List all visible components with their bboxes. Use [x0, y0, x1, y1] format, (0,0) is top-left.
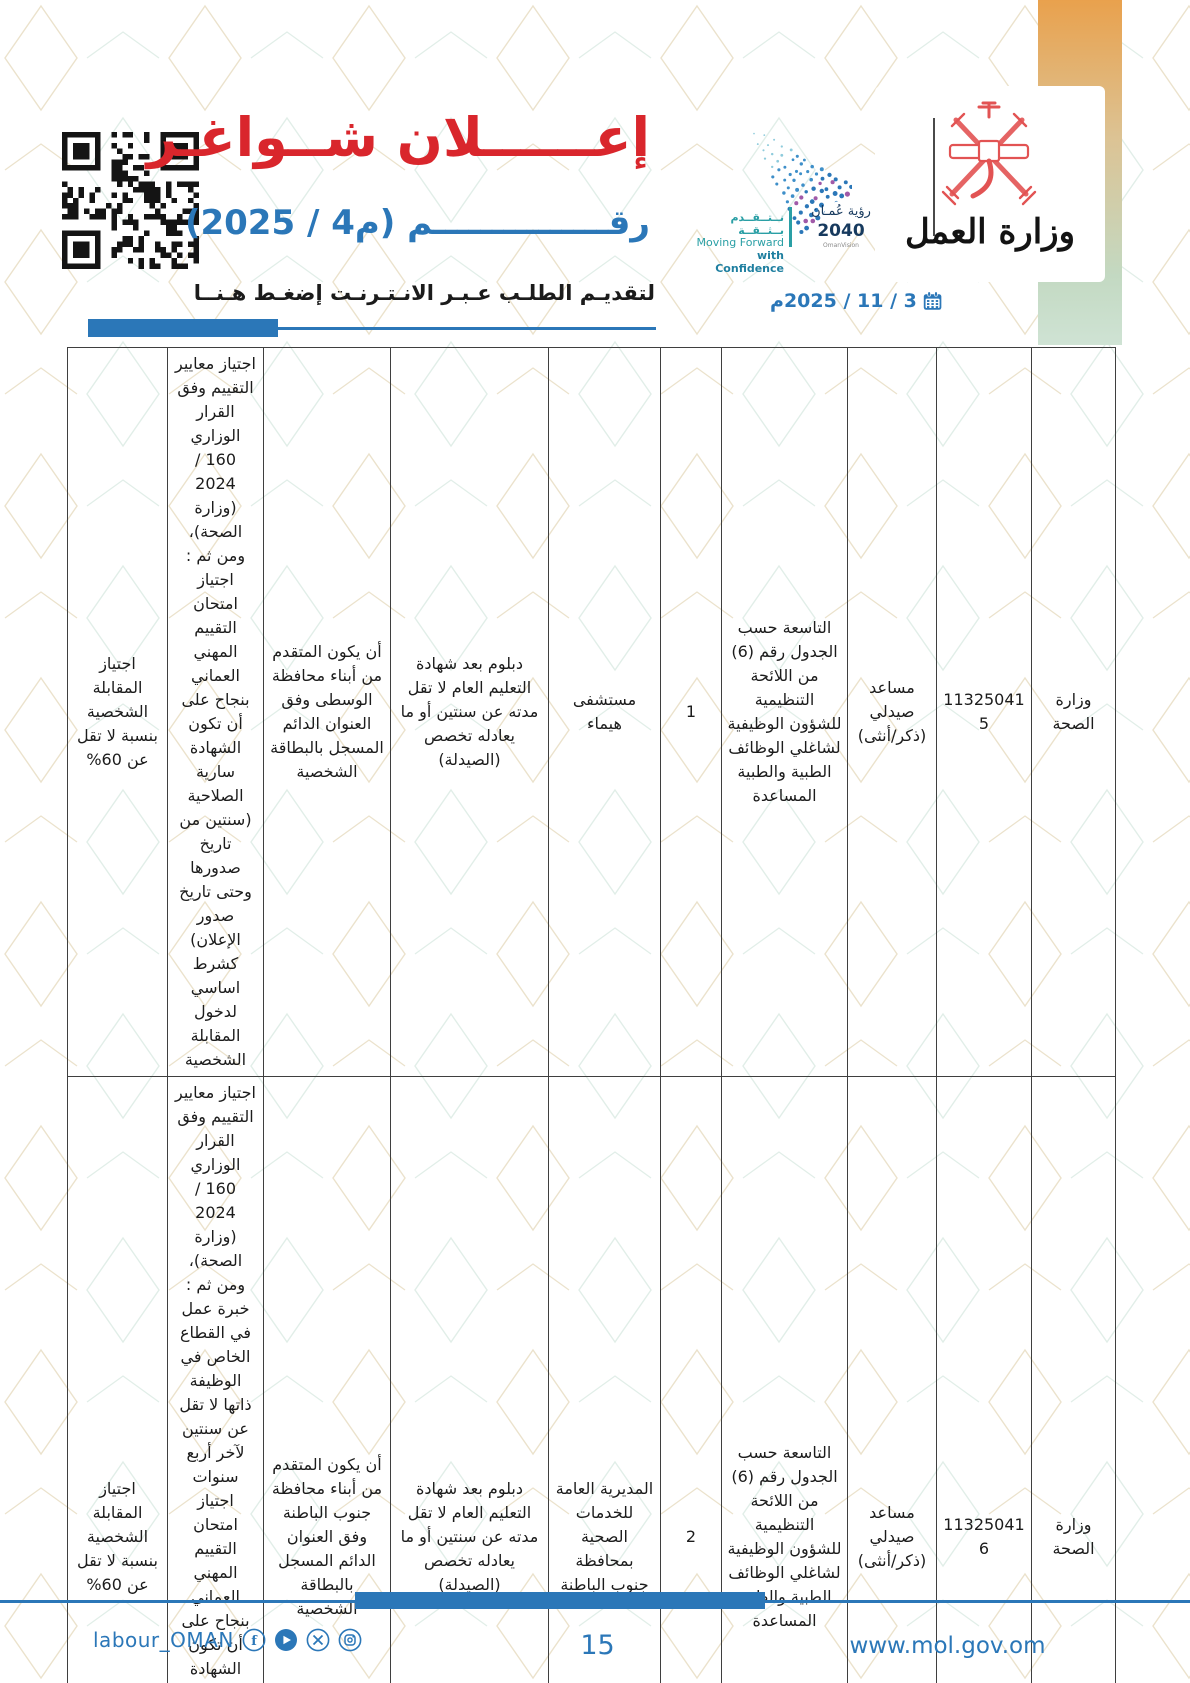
- cell-grade: التاسعة حسب الجدول رقم (6) من اللائحة ال…: [721, 1076, 848, 1683]
- oman-national-emblem-icon: [941, 101, 1037, 206]
- announcement-number: رقـــــــــــــــم (م4 / 2025): [184, 203, 650, 243]
- header-underline-bar: [88, 319, 278, 337]
- vision-tagline-en2: with Confidence: [715, 248, 784, 275]
- vision-separator-bar: [789, 207, 792, 247]
- x-twitter-icon[interactable]: [306, 1628, 330, 1652]
- vision-subtext: OmanVision: [823, 242, 859, 249]
- cell-interview: اجتياز المقابلة الشخصية بنسبة لا تقل عن …: [67, 1076, 168, 1683]
- apply-online-link[interactable]: لتقديـم الطلـب عـبـر الانـتـرنـت إضغـط ه…: [193, 281, 655, 305]
- social-row: labour_OMAN f: [93, 1628, 362, 1652]
- qr-code: [62, 132, 199, 269]
- page-title: إعــــــلان شــواغـر: [146, 106, 651, 169]
- cell-serial: 1: [660, 347, 722, 1077]
- announcement-date: 3 / 11 / 2025م: [770, 290, 917, 312]
- page-number: 15: [580, 1630, 615, 1661]
- cell-vacancy-number: 113250416: [936, 1076, 1032, 1683]
- vision-tagline-arabic: نــتــقــدم بــثــقــة: [730, 211, 784, 237]
- header-underline-rule: [276, 327, 656, 330]
- svg-text:f: f: [251, 1634, 258, 1649]
- vision-2040-swirl-icon: [753, 132, 852, 235]
- cell-location: المديرية العامة للخدمات الصحية بمحافظة ج…: [548, 1076, 661, 1683]
- table-row: وزارة الصحة 113250416 مساعد صيدلي (ذكر/أ…: [67, 1076, 1116, 1683]
- cell-citizenship: أن يكون المتقدم من أبناء محافظة الوسطى و…: [263, 347, 391, 1077]
- facebook-icon[interactable]: f: [242, 1628, 266, 1652]
- cell-interview: اجتياز المقابلة الشخصية بنسبة لا تقل عن …: [67, 347, 168, 1077]
- cell-grade: التاسعة حسب الجدول رقم (6) من اللائحة ال…: [721, 347, 848, 1077]
- cell-location: مستشفى هيماء: [548, 347, 661, 1077]
- cell-job-title: مساعد صيدلي (ذكر/أنثى): [847, 347, 937, 1077]
- cell-requirements: اجتياز معايير التقييم وفق القرار الوزاري…: [167, 347, 264, 1077]
- table-row: وزارة الصحة 113250415 مساعد صيدلي (ذكر/أ…: [67, 347, 1116, 1077]
- cell-qualification: دبلوم بعد شهادة التعليم العام لا تقل مدت…: [390, 347, 549, 1077]
- cell-vacancy-number: 113250415: [936, 347, 1032, 1077]
- website-link[interactable]: www.mol.gov.om: [849, 1633, 1046, 1659]
- vision-name-arabic: رؤية عُمـان: [811, 204, 871, 219]
- vacancies-table: وزارة الصحة 113250415 مساعد صيدلي (ذكر/أ…: [67, 347, 1116, 1683]
- cell-citizenship: أن يكون المتقدم من أبناء محافظة جنوب الب…: [263, 1076, 391, 1683]
- ministry-of-labour-wordmark: وزارة العمل: [905, 212, 1075, 252]
- cell-ministry: وزارة الصحة: [1031, 1076, 1116, 1683]
- cell-serial: 2: [660, 1076, 722, 1683]
- cell-qualification: دبلوم بعد شهادة التعليم العام لا تقل مدت…: [390, 1076, 549, 1683]
- social-handle: labour_OMAN: [93, 1628, 234, 1652]
- footer-bar: [355, 1592, 765, 1609]
- cell-job-title: مساعد صيدلي (ذكر/أنثى): [847, 1076, 937, 1683]
- cell-requirements: اجتياز معايير التقييم وفق القرار الوزاري…: [167, 1076, 264, 1683]
- youtube-icon[interactable]: [274, 1628, 298, 1652]
- date-row: 3 / 11 / 2025م: [770, 288, 942, 314]
- vision-year: 2040: [817, 221, 865, 241]
- calendar-icon: [923, 291, 942, 310]
- header-divider: [933, 118, 935, 236]
- instagram-icon[interactable]: [338, 1628, 362, 1652]
- vision-tagline: نــتــقــدم بــثــقــة Moving Forward wi…: [688, 211, 784, 275]
- cell-ministry: وزارة الصحة: [1031, 347, 1116, 1077]
- vision-tagline-en1: Moving Forward: [696, 236, 784, 250]
